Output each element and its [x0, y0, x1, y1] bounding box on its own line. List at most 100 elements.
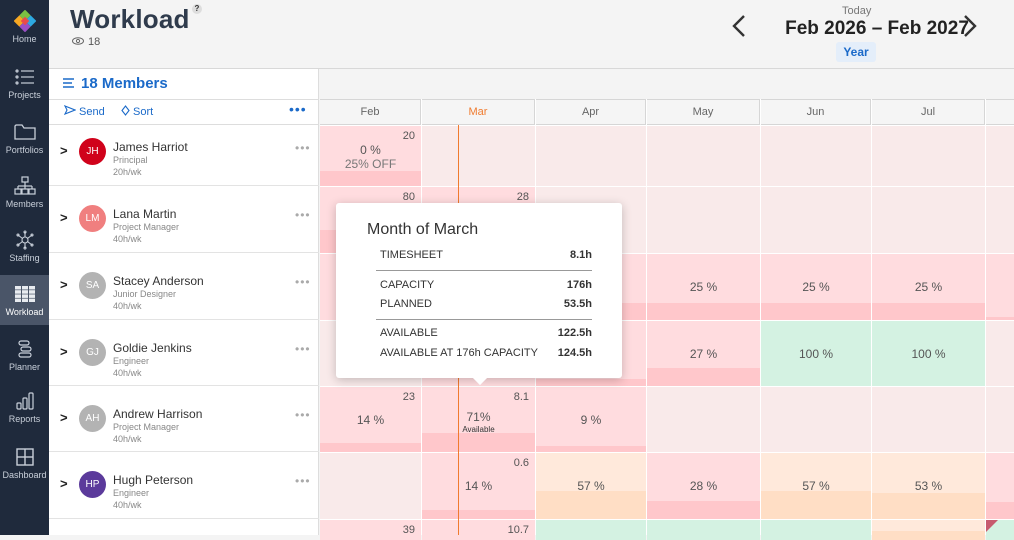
nav-dashboard[interactable]: Dashboard [0, 438, 49, 490]
member-name[interactable]: Hugh Peterson [113, 473, 194, 487]
members-title[interactable]: 18 Members [63, 75, 168, 92]
nav-members-label: Members [5, 199, 44, 209]
workload-cell[interactable] [986, 520, 1014, 540]
workload-cell[interactable] [647, 126, 760, 186]
expand-chevron-icon[interactable]: > [60, 143, 68, 158]
member-name[interactable]: James Harriot [113, 140, 188, 154]
month-header[interactable]: Jul [872, 99, 985, 125]
member-more-button[interactable]: ••• [295, 342, 311, 356]
workload-cell[interactable] [647, 520, 760, 540]
workload-cell[interactable] [986, 126, 1014, 186]
expand-chevron-icon[interactable]: > [60, 344, 68, 359]
next-arrow-icon[interactable] [963, 14, 977, 44]
workload-cell[interactable] [986, 254, 1014, 320]
workload-cell[interactable] [536, 520, 646, 540]
workload-cell[interactable] [320, 453, 421, 519]
workload-cell[interactable] [986, 453, 1014, 519]
expand-chevron-icon[interactable]: > [60, 476, 68, 491]
workload-cell[interactable] [647, 387, 760, 452]
allocation-fill [986, 502, 1014, 519]
scale-year-button[interactable]: Year [836, 42, 876, 62]
nav-home[interactable]: Home [0, 2, 49, 54]
member-more-button[interactable]: ••• [295, 408, 311, 422]
expand-chevron-icon[interactable]: > [60, 410, 68, 425]
workload-cell[interactable]: 27 % [647, 321, 760, 386]
workload-cell[interactable] [422, 126, 535, 186]
workload-cell[interactable]: 23 14 % [320, 387, 421, 452]
nav-staffing[interactable]: Staffing [0, 221, 49, 273]
member-more-button[interactable]: ••• [295, 275, 311, 289]
nav-projects[interactable]: Projects [0, 58, 49, 110]
nav-projects-label: Projects [8, 90, 41, 100]
more-options-button[interactable]: ••• [289, 101, 307, 117]
workload-cell[interactable]: 100 % [872, 321, 985, 386]
allocation-fill [761, 491, 871, 519]
workload-cell[interactable] [761, 520, 871, 540]
nav-planner[interactable]: Planner [0, 330, 49, 382]
workload-cell[interactable]: 53 % [872, 453, 985, 519]
workload-cell[interactable] [761, 387, 871, 452]
member-name[interactable]: Stacey Anderson [113, 274, 204, 288]
workload-cell[interactable]: 25 % [872, 254, 985, 320]
workload-cell[interactable] [872, 126, 985, 186]
workload-cell[interactable]: 10.7 [422, 520, 535, 540]
workload-cell[interactable]: 57 % [536, 453, 646, 519]
nav-portfolios[interactable]: Portfolios [0, 113, 49, 165]
workload-cell[interactable]: 28 % [647, 453, 760, 519]
expand-chevron-icon[interactable]: > [60, 277, 68, 292]
workload-cell[interactable]: 9 % [536, 387, 646, 452]
tooltip-row-capacity: CAPACITY 176h [380, 279, 592, 291]
workload-cell[interactable]: 100 % [761, 321, 871, 386]
prev-arrow-icon[interactable] [732, 14, 746, 44]
workload-cell[interactable] [647, 187, 760, 253]
month-header[interactable]: Mar [422, 99, 535, 125]
member-name[interactable]: Goldie Jenkins [113, 341, 192, 355]
today-button[interactable]: Today [842, 5, 872, 17]
tooltip-value: 122.5h [557, 327, 592, 339]
workload-cell[interactable] [536, 126, 646, 186]
nav-reports[interactable]: Reports [0, 382, 49, 434]
sort-button[interactable]: Sort [121, 105, 153, 119]
workload-cell[interactable] [986, 321, 1014, 386]
member-more-button[interactable]: ••• [295, 208, 311, 222]
workload-cell[interactable] [986, 187, 1014, 253]
workload-cell[interactable]: 39 [320, 520, 421, 540]
month-header[interactable] [986, 99, 1014, 125]
month-header[interactable]: Apr [536, 99, 646, 125]
member-row[interactable]: > SA Stacey Anderson Junior Designer 40h/wk •… [49, 253, 319, 320]
workload-cell[interactable] [761, 187, 871, 253]
month-header[interactable]: Jun [761, 99, 871, 125]
workload-cell[interactable] [872, 520, 985, 540]
workload-cell[interactable] [872, 387, 985, 452]
workload-cell[interactable]: 0.6 14 % [422, 453, 535, 519]
workload-cell[interactable] [986, 387, 1014, 452]
tooltip-value: 53.5h [563, 298, 592, 310]
workload-cell[interactable] [872, 187, 985, 253]
member-row[interactable]: > GJ Goldie Jenkins Engineer 40h/wk ••• [49, 320, 319, 386]
workload-cell[interactable]: 8.1 71% Available [422, 387, 535, 452]
workload-cell[interactable]: 20 0 % 25% OFF [320, 126, 421, 186]
cell-hours: 80 [402, 191, 415, 203]
workload-cell[interactable]: 57 % [761, 453, 871, 519]
workload-cell[interactable]: 25 % [647, 254, 760, 320]
member-role: Project Manager [113, 422, 180, 432]
tooltip-value: 8.1h [569, 249, 592, 261]
member-more-button[interactable]: ••• [295, 141, 311, 155]
member-more-button[interactable]: ••• [295, 474, 311, 488]
cell-percent: 100 % [911, 347, 946, 361]
member-row[interactable]: > JH James Harriot Principal 20h/wk ••• [49, 125, 319, 186]
month-header[interactable]: Feb [320, 99, 421, 125]
workload-cell[interactable]: 25 % [761, 254, 871, 320]
member-row[interactable]: > AH Andrew Harrison Project Manager 40h/wk •… [49, 386, 319, 452]
member-name[interactable]: Lana Martin [113, 207, 177, 221]
nav-workload[interactable]: Workload [0, 275, 49, 325]
workload-cell[interactable] [761, 126, 871, 186]
nav-members[interactable]: Members [0, 167, 49, 219]
help-icon[interactable]: ? [192, 4, 202, 14]
month-header[interactable]: May [647, 99, 760, 125]
member-row[interactable]: > LM Lana Martin Project Manager 40h/wk ••• [49, 186, 319, 253]
expand-chevron-icon[interactable]: > [60, 210, 68, 225]
send-button[interactable]: Send [63, 104, 105, 118]
member-name[interactable]: Andrew Harrison [113, 407, 203, 421]
member-row[interactable]: > HP Hugh Peterson Engineer 40h/wk ••• [49, 452, 319, 519]
